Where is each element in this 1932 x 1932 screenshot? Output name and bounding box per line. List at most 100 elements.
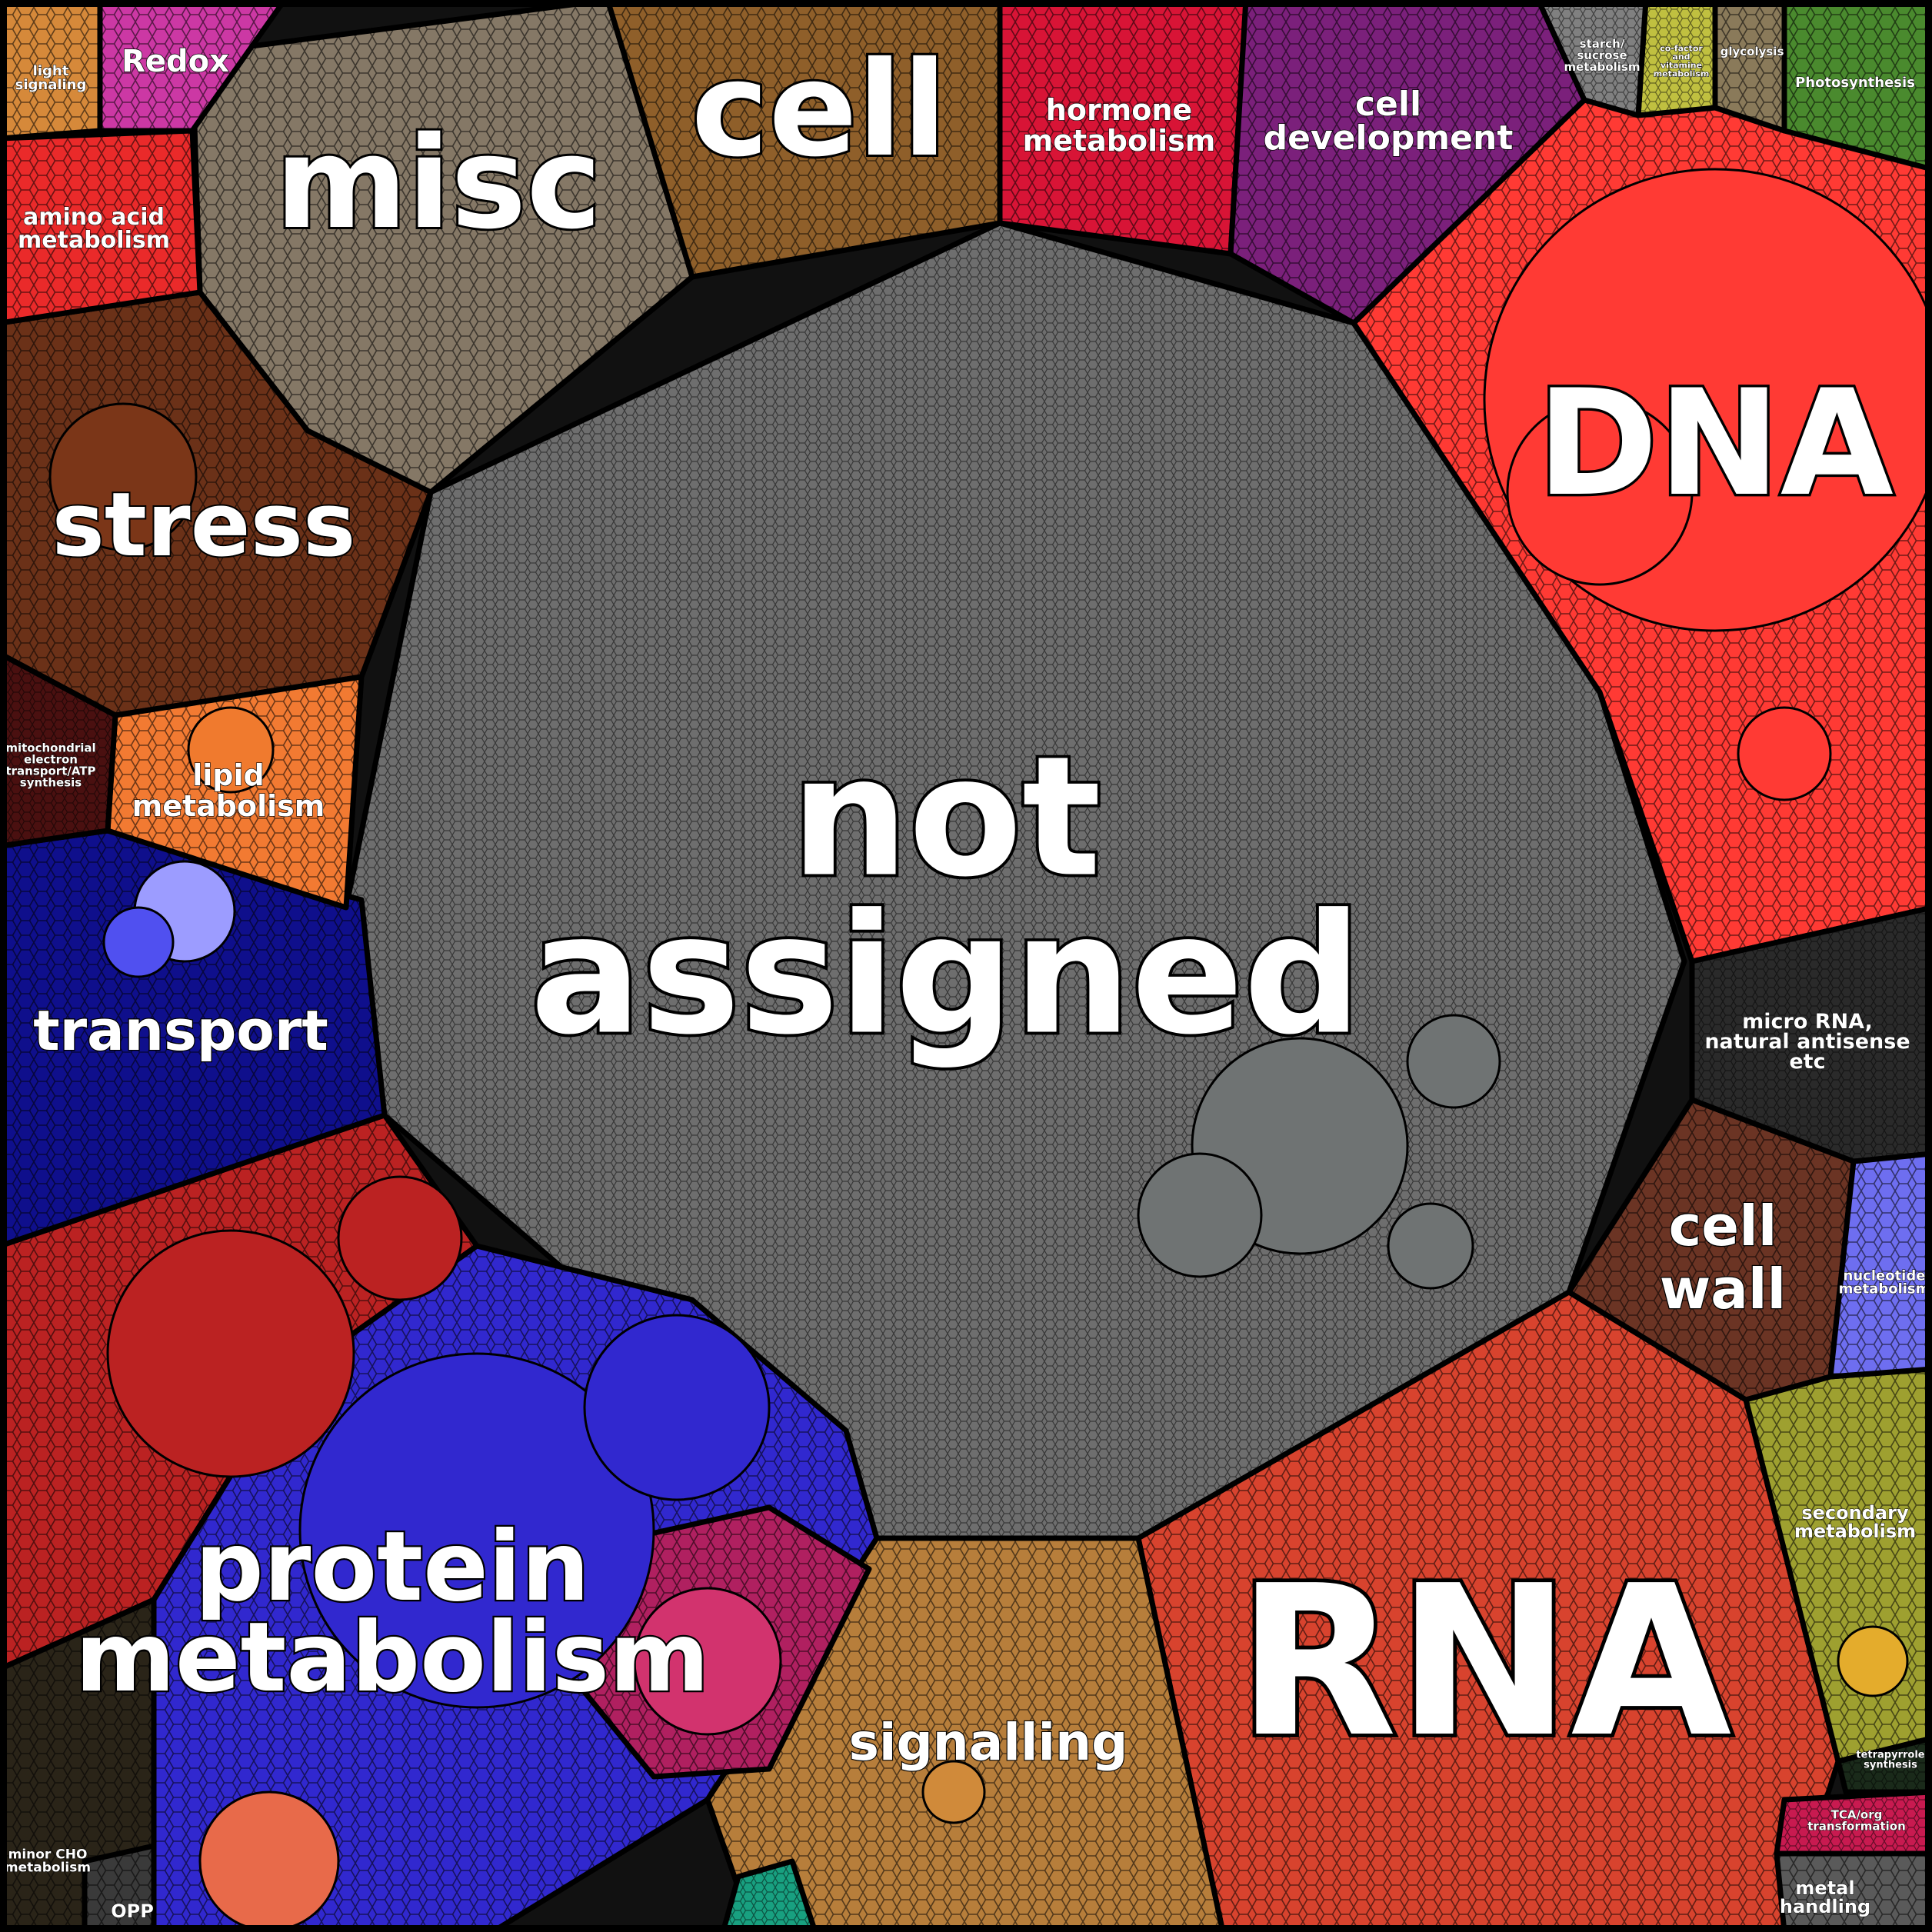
label-line: DNA bbox=[1537, 358, 1894, 528]
label-line: cell bbox=[691, 34, 948, 186]
region-teal-small bbox=[720, 1858, 818, 1932]
label-micro-rna: micro RNA, natural antisense etc bbox=[1704, 1010, 1910, 1074]
sub-cell bbox=[633, 1587, 782, 1736]
label-amino-acid-metabolism: amino acid metabolism bbox=[18, 204, 170, 254]
label-line: OPP bbox=[111, 1900, 154, 1922]
label-line: micro RNA, bbox=[1742, 1010, 1873, 1034]
region-mesh-minor-cho bbox=[0, 1600, 154, 1932]
label-line: co-factor bbox=[1660, 44, 1703, 54]
region-mesh-starch bbox=[1538, 0, 1646, 115]
label-stress: stress bbox=[52, 474, 355, 577]
region-tetrapyrrole bbox=[1835, 1735, 1932, 1795]
label-line: tetrapyrrole bbox=[1856, 1749, 1924, 1760]
region-cell bbox=[605, 0, 1003, 280]
region-mesh-rna bbox=[1138, 1292, 1838, 1932]
label-line: TCA/org bbox=[1831, 1807, 1883, 1821]
region-mitochondrial bbox=[0, 651, 118, 849]
region-mesh-cofactor bbox=[1638, 0, 1715, 115]
label-tca: TCA/org transformation bbox=[1807, 1807, 1906, 1833]
label-mitochondrial: mitochondrial electron transport/ATP synthe… bbox=[5, 741, 95, 789]
label-line: synthesis bbox=[20, 775, 82, 789]
label-cell-wall: cell wall bbox=[1660, 1194, 1786, 1321]
label-glycolysis: glycolysis bbox=[1720, 45, 1784, 58]
region-mesh-teal-small bbox=[723, 1861, 815, 1932]
label-cofactor: co-factor and vitamine metabolism bbox=[1654, 44, 1710, 79]
label-line: RNA bbox=[1237, 1541, 1734, 1783]
label-line: and bbox=[1672, 52, 1690, 62]
region-mesh-misc bbox=[192, 0, 692, 492]
region-mesh-photosynthesis bbox=[1784, 0, 1932, 169]
label-line: Redox bbox=[122, 44, 229, 79]
label-line: cell bbox=[1669, 1194, 1777, 1258]
label-line: minor CHO bbox=[8, 1847, 88, 1863]
label-line: sucrose bbox=[1577, 48, 1627, 62]
label-line: cell bbox=[1355, 85, 1421, 124]
label-line: mitochondrial bbox=[5, 741, 95, 754]
label-line: Photosynthesis bbox=[1795, 75, 1915, 91]
region-glycolysis bbox=[1712, 0, 1787, 134]
sub-cell bbox=[187, 706, 275, 794]
label-line: etc bbox=[1789, 1050, 1825, 1074]
region-mesh-stress bbox=[0, 292, 431, 715]
region-cell-development bbox=[1227, 0, 1587, 326]
region-mesh-redox bbox=[100, 0, 285, 131]
region-photosynthesis bbox=[1781, 0, 1932, 172]
label-transport: transport bbox=[33, 998, 328, 1063]
region-minor-cho bbox=[0, 1597, 157, 1932]
label-signalling: signalling bbox=[849, 1713, 1128, 1772]
sub-cell bbox=[106, 1229, 355, 1478]
label-line: light bbox=[33, 63, 69, 79]
sub-cell bbox=[1406, 1014, 1501, 1109]
region-misc bbox=[189, 0, 695, 495]
region-mesh-transport bbox=[0, 831, 385, 1246]
region-light-signaling bbox=[0, 0, 103, 142]
region-transport bbox=[0, 828, 388, 1249]
label-line: wall bbox=[1660, 1257, 1786, 1321]
sub-cell bbox=[583, 1314, 771, 1501]
label-cell: cell bbox=[691, 34, 948, 186]
label-line: metabolism bbox=[1564, 60, 1641, 74]
label-line: not bbox=[791, 721, 1101, 914]
label-minor-cho: minor CHO metabolism bbox=[5, 1847, 91, 1876]
label-line: amino acid bbox=[23, 204, 165, 231]
region-mesh-hormone-metabolism bbox=[1000, 0, 1246, 254]
region-mesh-light-signaling bbox=[0, 0, 100, 138]
region-mesh-glycolysis bbox=[1715, 0, 1784, 131]
label-line: hormone bbox=[1046, 93, 1192, 127]
label-line: nucleotide bbox=[1844, 1268, 1926, 1284]
label-line: metabolism bbox=[1023, 124, 1216, 158]
region-mesh-nucleotide-metabolism bbox=[1830, 1154, 1932, 1377]
label-line: metabolism bbox=[75, 1602, 710, 1714]
label-line: metabolism bbox=[132, 789, 325, 823]
region-mesh-cell-wall bbox=[1569, 1100, 1854, 1400]
region-hormone-metabolism bbox=[997, 0, 1249, 257]
region-mesh-cell bbox=[608, 0, 1000, 277]
sub-cell bbox=[921, 1760, 986, 1824]
sub-cell bbox=[1737, 706, 1832, 801]
region-redox bbox=[97, 0, 288, 134]
label-line: stress bbox=[52, 474, 355, 577]
label-starch: starch/sucrose metabolism bbox=[1564, 37, 1641, 74]
label-not-assigned: not assigned bbox=[530, 721, 1361, 1071]
label-opp: OPP bbox=[111, 1900, 154, 1922]
sub-cell bbox=[1837, 1625, 1909, 1697]
sub-cell bbox=[48, 402, 198, 551]
region-mesh-amino-acid-metabolism bbox=[0, 131, 200, 323]
label-line: development bbox=[1264, 118, 1514, 158]
sub-cell bbox=[337, 1175, 463, 1301]
region-cell-wall bbox=[1566, 1097, 1857, 1403]
label-line: metabolism bbox=[1794, 1521, 1916, 1542]
label-line: transport bbox=[33, 998, 328, 1063]
label-line: electron bbox=[24, 752, 78, 766]
region-metal-handling bbox=[1774, 1850, 1932, 1932]
label-line: synthesis bbox=[1864, 1759, 1917, 1770]
label-cell-development: cell development bbox=[1264, 85, 1514, 158]
region-mesh-mitochondrial bbox=[0, 654, 115, 846]
label-line: transport/ATP bbox=[5, 764, 95, 778]
label-line: metal bbox=[1795, 1877, 1854, 1899]
sub-cell bbox=[298, 1352, 655, 1709]
sub-cell bbox=[198, 1790, 340, 1932]
label-hormone-metabolism: hormone metabolism bbox=[1023, 93, 1216, 158]
